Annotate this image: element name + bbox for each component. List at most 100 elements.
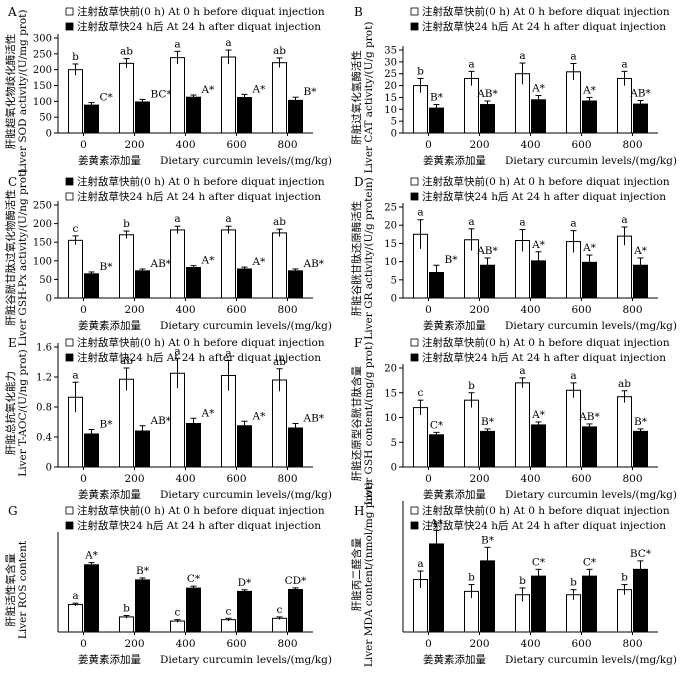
x-tick-label: 800 <box>277 304 297 316</box>
significance-label: c <box>175 607 181 619</box>
legend-label: 注射敌草快24 h后 At 24 h after diquat injectio… <box>77 20 321 33</box>
significance-label: a <box>519 365 525 377</box>
y-tick-label: 0 <box>391 294 397 305</box>
y-tick-label: 25 <box>384 69 397 80</box>
y-tick-label: 50 <box>39 275 52 286</box>
x-tick-label: 400 <box>175 304 195 316</box>
y-tick-label: 0.4 <box>36 433 52 444</box>
y-axis-label-cn: 肝脏丙二醛含量 <box>350 537 363 611</box>
y-axis-label-en: Liver ROS content <box>17 540 29 639</box>
y-axis-label-en: Liver GSH content/(mg/g prot) <box>363 342 375 506</box>
x-tick-label: 0 <box>80 473 87 485</box>
bar-24h <box>480 430 495 468</box>
y-axis-label-cn: 肝脏超氧化物歧化酶活性 <box>4 34 17 150</box>
bar-0h <box>464 77 479 134</box>
significance-label: c <box>418 387 424 399</box>
bar-0h <box>170 57 185 134</box>
legend-swatch-white <box>65 192 74 201</box>
legend-label: 注射敌草快前(0 h) At 0 h before diquat injecti… <box>422 175 670 188</box>
x-tick-label: 800 <box>622 139 642 151</box>
y-tick-label: 250 <box>33 49 52 60</box>
significance-label: B* <box>634 416 648 428</box>
bar-0h <box>119 62 134 134</box>
significance-label: a <box>174 38 180 50</box>
y-axis-label-en: Liver MDA content/(nmol/mg prot) <box>363 482 375 667</box>
y-tick-label: 50 <box>39 113 52 124</box>
y-axis-label-en: Liver GSH-Px activity/(U/ng prot) <box>17 169 29 347</box>
bar-24h <box>84 104 99 134</box>
y-tick-label: 150 <box>33 81 52 92</box>
legend-swatch-black <box>410 22 419 31</box>
bar-0h <box>272 62 287 134</box>
x-axis-label-cn: 姜黄素添加量 <box>423 488 486 501</box>
significance-label: b <box>621 572 628 584</box>
bar-24h <box>633 430 648 468</box>
y-tick-label: 150 <box>33 238 52 249</box>
significance-label: a <box>417 207 423 219</box>
y-tick-label: 200 <box>33 65 52 76</box>
y-axis-label-en: Liver T-AOC/(U/ng prot) <box>17 349 29 476</box>
significance-label: AB* <box>303 413 325 425</box>
significance-label: c <box>73 223 79 235</box>
y-axis-label-en: Liver SOD activity/(U/mg prot) <box>17 10 29 174</box>
bar-0h <box>68 69 83 134</box>
x-tick-label: 800 <box>622 473 642 485</box>
significance-label: AB* <box>150 258 172 270</box>
panel-g: G 注射敌草快前(0 h) At 0 h before diquat inject… <box>4 504 332 666</box>
x-axis-label-en: Dietary curcumin levels/(mg/kg) <box>505 489 677 501</box>
significance-label: b <box>519 575 526 587</box>
y-tick-label: 30 <box>384 57 397 68</box>
significance-label: A* <box>531 83 546 95</box>
significance-label: b <box>468 380 475 392</box>
x-tick-label: 400 <box>520 139 540 151</box>
x-axis-label-en: Dietary curcumin levels/(mg/kg) <box>160 489 332 501</box>
x-tick-label: 400 <box>520 304 540 316</box>
x-axis-label-en: Dietary curcumin levels/(mg/kg) <box>160 155 332 167</box>
significance-label: a <box>468 58 474 70</box>
significance-label: A* <box>582 242 597 254</box>
significance-label: ab <box>273 216 286 228</box>
panel-letter: A <box>7 5 17 19</box>
x-axis-label-en: Dietary curcumin levels/(mg/kg) <box>160 654 332 666</box>
bar-0h <box>119 378 134 468</box>
legend-swatch-black <box>65 177 74 186</box>
x-axis-label-en: Dietary curcumin levels/(mg/kg) <box>505 155 677 167</box>
x-tick-label: 400 <box>175 473 195 485</box>
x-tick-label: 400 <box>175 139 195 151</box>
significance-label: B* <box>136 565 150 577</box>
bar-0h <box>272 617 287 633</box>
bar-24h <box>237 425 252 468</box>
x-axis-label-en: Dietary curcumin levels/(mg/kg) <box>505 654 677 666</box>
y-tick-label: 35 <box>384 46 397 57</box>
panel-c: C 注射敌草快前(0 h) At 0 h before diquat inject… <box>4 169 332 347</box>
significance-label: C* <box>100 92 114 104</box>
bar-24h <box>429 434 444 468</box>
legend-label: 注射敌草快前(0 h) At 0 h before diquat injecti… <box>77 504 325 517</box>
bar-0h <box>617 235 632 299</box>
significance-label: A* <box>252 83 267 95</box>
significance-label: C* <box>187 573 201 585</box>
bar-24h <box>135 270 150 299</box>
y-axis-label-cn: 肝脏总抗氧化能力 <box>4 371 17 455</box>
x-tick-label: 200 <box>124 638 144 650</box>
bar-24h <box>84 273 99 299</box>
x-tick-label: 400 <box>520 638 540 650</box>
bar-24h <box>237 268 252 299</box>
significance-label: a <box>570 370 576 382</box>
significance-label: a <box>417 558 423 570</box>
x-tick-label: 0 <box>425 638 432 650</box>
panel-letter: C <box>8 175 17 189</box>
y-tick-label: 250 <box>33 201 52 212</box>
bar-24h <box>84 433 99 468</box>
bar-0h <box>119 616 134 633</box>
x-tick-label: 200 <box>124 304 144 316</box>
x-tick-label: 400 <box>175 638 195 650</box>
x-tick-label: 600 <box>571 638 591 650</box>
significance-label: a <box>621 214 627 226</box>
y-axis-label-cn: 肝脏过氧化氢酶活性 <box>350 50 363 145</box>
bar-24h <box>186 587 201 633</box>
significance-label: ab <box>120 46 133 58</box>
y-tick-label: 25 <box>384 203 397 214</box>
significance-label: b <box>123 218 130 230</box>
